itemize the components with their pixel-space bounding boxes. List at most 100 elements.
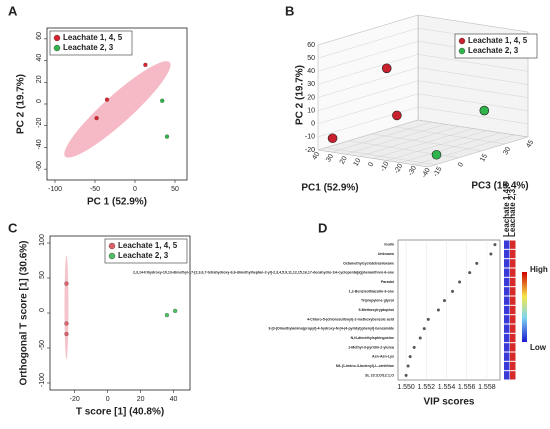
legend-marker: [53, 44, 61, 52]
x-axis-title: PC1 (52.9%): [301, 183, 358, 194]
heatmap-cell: [510, 259, 516, 268]
grid-line: [317, 67, 529, 98]
grid-line: [317, 106, 529, 138]
metabolite-label: Inulin: [384, 243, 394, 247]
y-tick-label: -60: [36, 161, 43, 171]
heatmap-cell: [510, 277, 516, 287]
metabolite-label: 4-Chloro-5-(chlorosulfonyl)-2-methoxyben…: [307, 317, 394, 321]
vip-dot: [436, 308, 440, 312]
x-tick-label: 20: [137, 396, 145, 403]
panel-label: D: [318, 220, 327, 235]
x-tick-label: 40: [311, 151, 321, 161]
vip-dot: [404, 373, 408, 377]
heatmap-column-label: Leachate 1,4,5: [502, 182, 511, 237]
heatmap-cell: [504, 315, 510, 324]
heatmap-column-label: Leachate 2,3: [508, 188, 517, 237]
x-axis-title: PC 1 (52.9%): [87, 197, 147, 208]
grid-line: [345, 124, 446, 155]
x-tick-label: 1.550: [397, 384, 415, 391]
y-tick-label: 60: [36, 32, 43, 40]
x-tick-label: -20: [393, 163, 404, 175]
heatmap-cell: [504, 287, 510, 296]
heatmap-cell: [510, 352, 516, 361]
point: [479, 105, 490, 116]
metabolite-label: 1,2-Benzisothiazolin-3-one: [349, 289, 394, 293]
y-tick-label: 40: [307, 68, 315, 75]
heatmap-cell: [504, 343, 510, 352]
heatmap-cell: [504, 296, 510, 305]
heatmap-cell: [510, 315, 516, 324]
y-tick-label: 0: [311, 121, 315, 128]
x-tick-label: 1.556: [458, 384, 476, 391]
grid-line: [317, 54, 529, 85]
point: [381, 63, 392, 74]
x-tick-label: -30: [407, 165, 418, 177]
x-tick-label: 20: [339, 155, 349, 165]
vip-dot: [475, 261, 479, 265]
heatmap-cell: [510, 249, 516, 259]
heatmap-cell: [510, 324, 516, 333]
heatmap-cell: [504, 249, 510, 259]
colorbar: [522, 272, 527, 342]
grid-line: [394, 126, 505, 145]
vip-dot: [426, 317, 430, 321]
heatmap-cell: [504, 240, 510, 249]
point: [64, 321, 69, 326]
grid-line: [331, 121, 432, 153]
legend-marker: [53, 34, 61, 42]
metabolite-label: SL 23:3;O/12:1;O: [365, 373, 394, 377]
x-tick-label: -10: [379, 161, 390, 173]
y-tick-label: 0: [36, 99, 43, 103]
point: [94, 115, 99, 121]
vip-dot: [408, 355, 412, 359]
metabolite-label: N6-(1-Imino-3-butenyl)-L-ornithine: [336, 364, 394, 368]
point: [164, 312, 170, 318]
y-tick-label: 20: [307, 94, 315, 101]
grid-line: [414, 134, 515, 166]
point: [173, 308, 178, 314]
y-tick-label: 10: [307, 107, 315, 114]
heatmap-cell: [504, 352, 510, 361]
x-tick-label: 30: [325, 153, 335, 163]
heatmap-cell: [504, 361, 510, 371]
metabolite-label: 2,3,14-trihydroxy-10,13-dimethyl-17-[2,3…: [133, 271, 394, 275]
point: [64, 331, 69, 337]
vip-dot: [406, 364, 410, 368]
colorbar-label: Low: [530, 343, 547, 352]
vip-dot: [442, 299, 446, 303]
vip-dot: [412, 345, 416, 349]
y-axis-title: Orthogonal T score [1] (30.6%): [19, 240, 30, 385]
z-axis-title: PC3 (15.4%): [471, 181, 528, 192]
grid-line: [317, 14, 529, 46]
y-tick-label: 0: [39, 308, 46, 312]
point: [104, 97, 110, 102]
point: [143, 62, 148, 68]
heatmap-cell: [504, 324, 510, 333]
grid-line: [372, 128, 474, 159]
legend-box: [104, 238, 188, 264]
metabolite-label: Paradol: [381, 280, 394, 284]
legend-marker: [458, 37, 466, 45]
legend-label: Leachate 1, 4, 5: [468, 36, 528, 45]
grid-line: [359, 126, 460, 157]
point: [392, 110, 402, 121]
grid-line: [317, 93, 529, 124]
heatmap-cell: [510, 305, 516, 315]
z-tick-label: 45: [525, 139, 535, 149]
y-tick-label: 100: [39, 234, 46, 246]
vip-dot: [468, 271, 472, 275]
plot-frame: [397, 239, 501, 381]
legend-box: [454, 33, 538, 59]
y-tick-label: -20: [36, 118, 43, 128]
z-tick-label: 30: [502, 146, 512, 156]
heatmap-cell: [504, 371, 510, 380]
metabolite-label: Unknown: [378, 252, 394, 256]
y-axis-title: PC 2 (19.7%): [295, 65, 306, 125]
heatmap-cell: [504, 333, 510, 343]
x-tick-label: -100: [48, 186, 62, 193]
legend-label: Leachate 2, 3: [468, 46, 519, 55]
legend-label: Leachate 2, 3: [63, 43, 114, 52]
z-tick-label: 15: [479, 153, 489, 163]
metabolite-label: 5-Methoxytryptophol: [358, 308, 394, 312]
